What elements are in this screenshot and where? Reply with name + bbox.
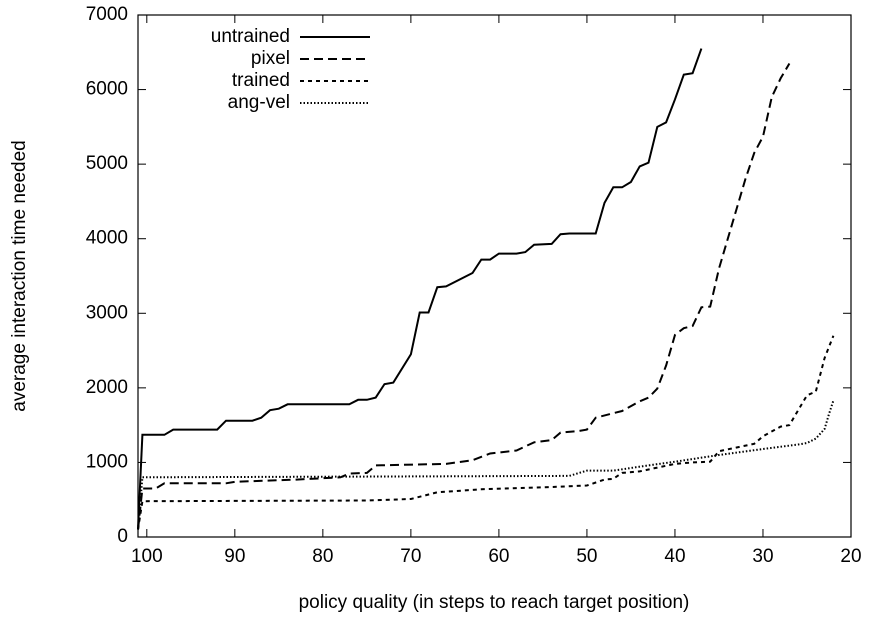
plot-frame: [137, 14, 852, 538]
y-tick-label: 2000: [86, 377, 128, 398]
y-tick-label: 3000: [86, 302, 128, 323]
x-tick-label: 40: [664, 546, 685, 567]
x-tick-label: 60: [488, 546, 509, 567]
x-tick-label: 100: [131, 546, 163, 567]
x-tick-label: 50: [576, 546, 597, 567]
legend-label: untrained: [211, 26, 290, 47]
x-tick-label: 80: [312, 546, 333, 567]
line-series: [137, 62, 791, 530]
y-tick-label: 6000: [86, 79, 128, 100]
line-series: [137, 48, 703, 530]
y-tick-label: 4000: [86, 228, 128, 249]
x-tick-label: 20: [840, 546, 861, 567]
y-tick-label: 7000: [86, 4, 128, 25]
x-tick-label: 30: [752, 546, 773, 567]
legend-label: trained: [232, 70, 290, 91]
legend-label: pixel: [251, 48, 290, 69]
line-series: [137, 335, 835, 530]
x-tick-label: 90: [224, 546, 245, 567]
legend-label: ang-vel: [228, 92, 290, 113]
y-tick-label: 1000: [86, 451, 128, 472]
x-tick-label: 70: [400, 546, 421, 567]
line-series: [137, 400, 835, 530]
x-axis-label: policy quality (in steps to reach target…: [299, 592, 690, 613]
y-tick-label: 5000: [86, 153, 128, 174]
y-axis-label: average interaction time needed: [9, 140, 30, 411]
y-tick-label: 0: [117, 526, 128, 547]
